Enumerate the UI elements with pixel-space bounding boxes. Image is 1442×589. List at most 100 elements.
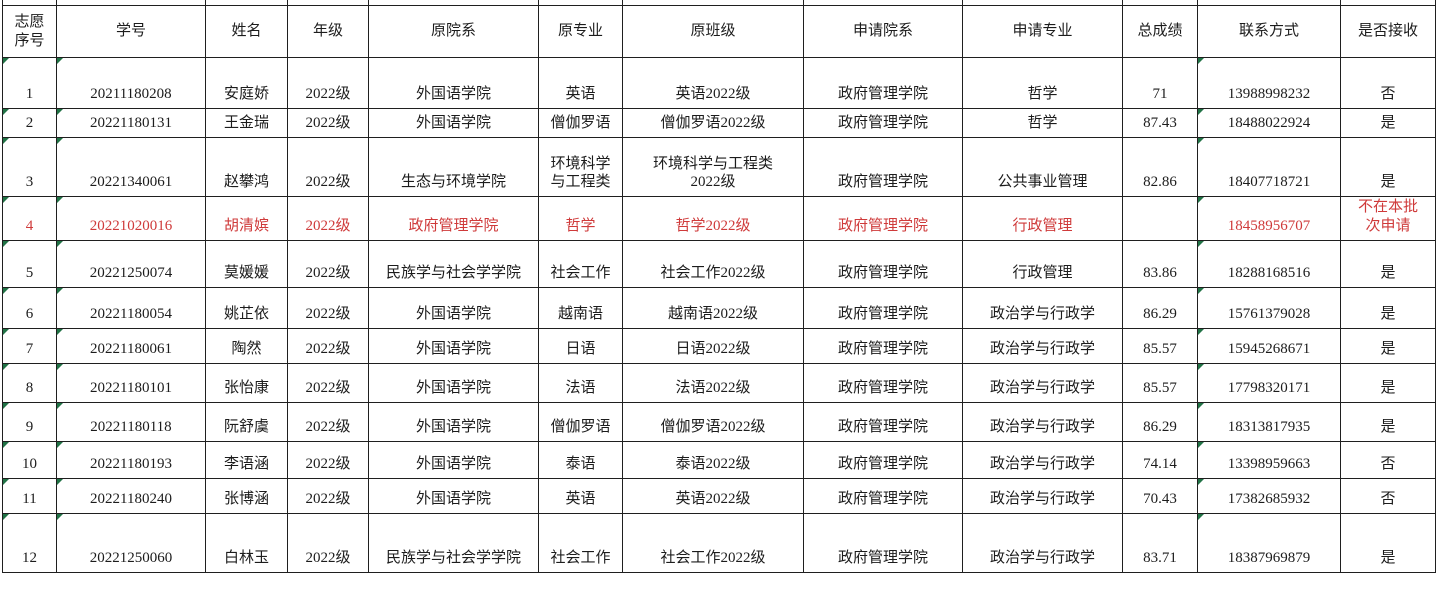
table-cell[interactable]: 是 [1340, 327, 1436, 364]
column-header-6[interactable]: 原专业 [538, 5, 623, 58]
table-cell[interactable]: 否 [1340, 477, 1436, 514]
table-cell[interactable]: 僧伽罗语 [538, 401, 623, 442]
column-header-11[interactable]: 联系方式 [1197, 5, 1341, 58]
table-cell[interactable]: 20221250074 [56, 239, 206, 288]
table-cell[interactable]: 86.29 [1122, 286, 1198, 329]
table-cell[interactable]: 2022级 [287, 137, 369, 197]
table-cell[interactable]: 83.86 [1122, 239, 1198, 288]
table-cell[interactable]: 15945268671 [1197, 327, 1341, 364]
table-cell[interactable]: 是 [1340, 239, 1436, 288]
table-cell[interactable]: 74.14 [1122, 440, 1198, 479]
table-cell[interactable]: 外国语学院 [368, 401, 539, 442]
table-cell[interactable]: 政府管理学院 [803, 137, 963, 197]
table-cell[interactable]: 18387969879 [1197, 512, 1341, 573]
column-header-5[interactable]: 原院系 [368, 5, 539, 58]
table-cell[interactable]: 2022级 [287, 477, 369, 514]
table-cell[interactable]: 李语涵 [205, 440, 288, 479]
table-cell[interactable]: 胡清嫔 [205, 196, 288, 241]
table-cell[interactable]: 外国语学院 [368, 327, 539, 364]
table-cell[interactable]: 生态与环境学院 [368, 137, 539, 197]
table-cell[interactable]: 政治学与行政学 [962, 401, 1123, 442]
table-cell[interactable]: 外国语学院 [368, 440, 539, 479]
table-cell[interactable]: 张怡康 [205, 362, 288, 403]
table-cell[interactable]: 政府管理学院 [803, 362, 963, 403]
table-cell[interactable]: 18407718721 [1197, 137, 1341, 197]
table-cell[interactable]: 政府管理学院 [803, 440, 963, 479]
column-header-4[interactable]: 年级 [287, 5, 369, 58]
table-cell[interactable]: 18458956707 [1197, 196, 1341, 241]
table-cell[interactable]: 2022级 [287, 108, 369, 138]
column-header-10[interactable]: 总成绩 [1122, 5, 1198, 58]
table-cell[interactable]: 赵攀鸿 [205, 137, 288, 197]
table-cell[interactable]: 6 [2, 286, 57, 329]
table-cell[interactable]: 是 [1340, 362, 1436, 403]
table-cell[interactable]: 85.57 [1122, 327, 1198, 364]
table-cell[interactable]: 政治学与行政学 [962, 362, 1123, 403]
column-header-1[interactable]: 志愿 序号 [2, 5, 57, 58]
table-cell[interactable]: 83.71 [1122, 512, 1198, 573]
table-cell[interactable]: 10 [2, 440, 57, 479]
table-cell[interactable]: 71 [1122, 57, 1198, 109]
table-cell[interactable]: 12 [2, 512, 57, 573]
table-cell[interactable]: 哲学 [962, 108, 1123, 138]
table-cell[interactable]: 政治学与行政学 [962, 512, 1123, 573]
table-cell[interactable]: 日语2022级 [622, 327, 804, 364]
table-cell[interactable]: 外国语学院 [368, 286, 539, 329]
table-cell[interactable]: 7 [2, 327, 57, 364]
table-cell[interactable]: 5 [2, 239, 57, 288]
table-cell[interactable]: 2022级 [287, 327, 369, 364]
table-cell[interactable]: 政治学与行政学 [962, 286, 1123, 329]
column-header-2[interactable]: 学号 [56, 5, 206, 58]
table-cell[interactable]: 否 [1340, 57, 1436, 109]
table-cell[interactable]: 安庭娇 [205, 57, 288, 109]
table-cell[interactable]: 8 [2, 362, 57, 403]
table-cell[interactable]: 僧伽罗语2022级 [622, 108, 804, 138]
table-cell[interactable]: 2 [2, 108, 57, 138]
table-cell[interactable]: 英语 [538, 477, 623, 514]
table-cell[interactable]: 姚芷依 [205, 286, 288, 329]
table-cell[interactable]: 社会工作 [538, 512, 623, 573]
table-cell[interactable]: 法语2022级 [622, 362, 804, 403]
table-cell[interactable]: 20221180061 [56, 327, 206, 364]
table-cell[interactable]: 环境科学 与工程类 [538, 137, 623, 197]
table-cell[interactable]: 社会工作2022级 [622, 512, 804, 573]
table-cell[interactable]: 日语 [538, 327, 623, 364]
column-header-3[interactable]: 姓名 [205, 5, 288, 58]
table-cell[interactable]: 2022级 [287, 57, 369, 109]
table-cell[interactable]: 政府管理学院 [803, 477, 963, 514]
table-cell[interactable]: 15761379028 [1197, 286, 1341, 329]
table-cell[interactable]: 英语2022级 [622, 57, 804, 109]
table-cell[interactable]: 20221020016 [56, 196, 206, 241]
table-cell[interactable]: 僧伽罗语 [538, 108, 623, 138]
table-cell[interactable]: 政府管理学院 [368, 196, 539, 241]
table-cell[interactable]: 18313817935 [1197, 401, 1341, 442]
table-cell[interactable]: 13398959663 [1197, 440, 1341, 479]
table-cell[interactable]: 外国语学院 [368, 477, 539, 514]
table-cell[interactable]: 政府管理学院 [803, 327, 963, 364]
table-cell[interactable]: 2022级 [287, 401, 369, 442]
column-header-12[interactable]: 是否接收 [1340, 5, 1436, 58]
table-cell[interactable]: 越南语 [538, 286, 623, 329]
table-cell[interactable]: 不在本批 次申请 [1340, 196, 1436, 241]
table-cell[interactable]: 外国语学院 [368, 57, 539, 109]
table-cell[interactable]: 2022级 [287, 362, 369, 403]
table-cell[interactable]: 环境科学与工程类 2022级 [622, 137, 804, 197]
table-cell[interactable]: 行政管理 [962, 196, 1123, 241]
table-cell[interactable]: 82.86 [1122, 137, 1198, 197]
table-cell[interactable]: 政治学与行政学 [962, 440, 1123, 479]
table-cell[interactable]: 20221180240 [56, 477, 206, 514]
table-cell[interactable]: 哲学 [538, 196, 623, 241]
table-cell[interactable]: 17798320171 [1197, 362, 1341, 403]
table-cell[interactable]: 政治学与行政学 [962, 477, 1123, 514]
table-cell[interactable]: 政府管理学院 [803, 512, 963, 573]
table-cell[interactable]: 2022级 [287, 512, 369, 573]
table-cell[interactable]: 2022级 [287, 239, 369, 288]
table-cell[interactable]: 外国语学院 [368, 108, 539, 138]
table-cell[interactable]: 18288168516 [1197, 239, 1341, 288]
table-cell[interactable]: 政府管理学院 [803, 401, 963, 442]
table-cell[interactable]: 民族学与社会学学院 [368, 512, 539, 573]
table-cell[interactable]: 政府管理学院 [803, 239, 963, 288]
table-cell[interactable]: 是 [1340, 137, 1436, 197]
table-cell[interactable]: 白林玉 [205, 512, 288, 573]
table-cell[interactable]: 4 [2, 196, 57, 241]
